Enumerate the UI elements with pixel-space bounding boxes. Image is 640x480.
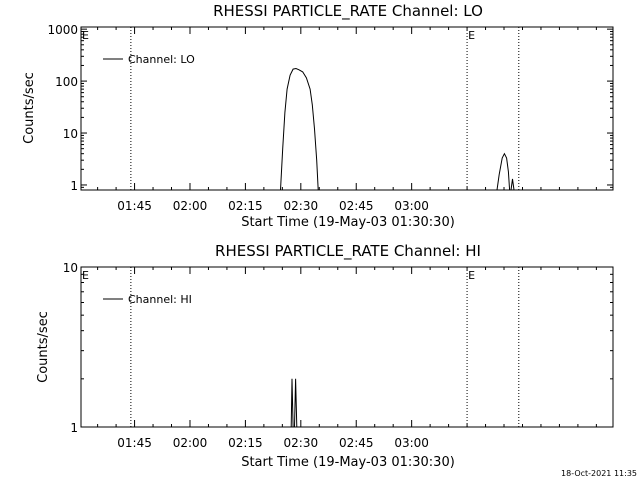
y-tick-label: 10 — [63, 261, 78, 275]
x-tick-label: 01:45 — [117, 199, 152, 213]
plot-frame — [80, 266, 614, 428]
x-axis-label: Start Time (19-May-03 01:30:30) — [241, 455, 455, 470]
x-tick-label: 02:00 — [173, 199, 208, 213]
timestamp: 18-Oct-2021 11:35 — [561, 469, 637, 478]
marker-label: E — [82, 269, 89, 282]
series-line — [280, 67, 319, 191]
x-axis-label: Start Time (19-May-03 01:30:30) — [241, 215, 455, 230]
y-tick-label: 1 — [70, 421, 78, 435]
x-tick-label: 02:45 — [339, 436, 374, 450]
series-line — [294, 378, 298, 428]
x-tick-label: 02:45 — [339, 199, 374, 213]
y-tick-label: 1 — [70, 179, 78, 193]
x-tick-label: 02:30 — [284, 436, 319, 450]
y-tick-label: 10 — [63, 127, 78, 141]
x-tick-label: 02:00 — [173, 436, 208, 450]
legend-label: Channel: LO — [128, 53, 195, 66]
x-tick-label: 02:15 — [228, 199, 263, 213]
series-line — [496, 152, 511, 191]
plot-frame — [80, 26, 614, 191]
series-line — [290, 378, 294, 428]
chart-title: RHESSI PARTICLE_RATE Channel: LO — [213, 2, 483, 21]
legend-label: Channel: HI — [128, 293, 192, 306]
y-tick-label: 1000 — [47, 23, 78, 37]
x-tick-label: 02:15 — [228, 436, 263, 450]
y-axis-label: Counts/sec — [36, 311, 51, 383]
y-axis-label: Counts/sec — [22, 72, 37, 144]
x-tick-label: 02:30 — [284, 199, 319, 213]
marker-label: E — [468, 269, 475, 282]
marker-label: E — [468, 29, 475, 42]
chart-title: RHESSI PARTICLE_RATE Channel: HI — [215, 242, 481, 261]
chart-panel-hi: RHESSI PARTICLE_RATE Channel: HI Start T… — [36, 242, 614, 470]
x-tick-label: 03:00 — [394, 199, 429, 213]
chart-panel-lo: RHESSI PARTICLE_RATE Channel: LO Start T… — [22, 2, 614, 230]
x-tick-label: 03:00 — [394, 436, 429, 450]
x-tick-label: 01:45 — [117, 436, 152, 450]
series-line — [510, 178, 515, 191]
y-tick-label: 100 — [55, 75, 78, 89]
marker-label: E — [82, 29, 89, 42]
